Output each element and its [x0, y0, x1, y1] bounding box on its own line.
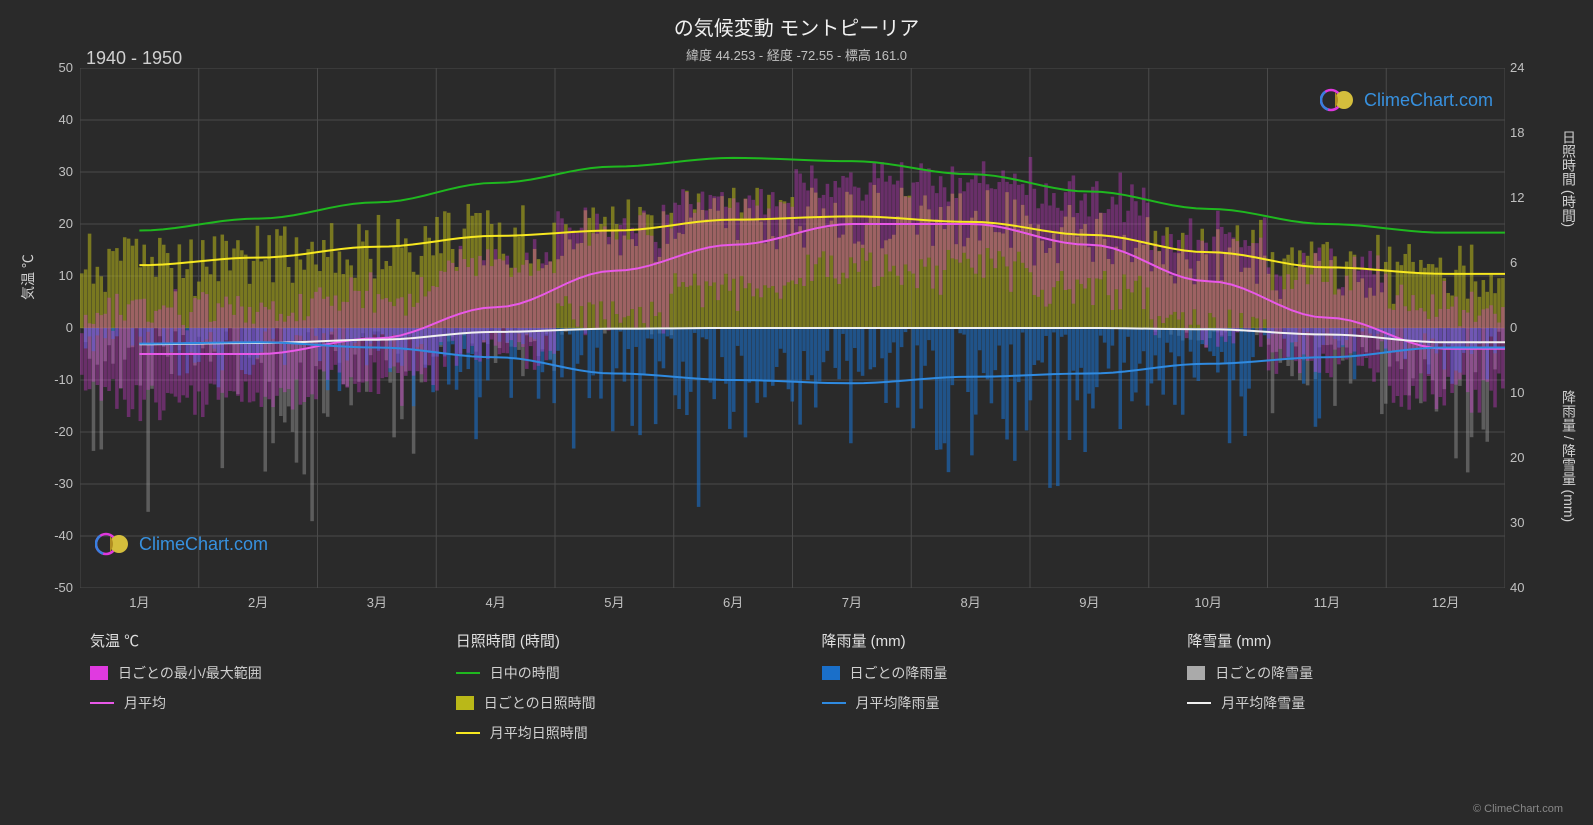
x-tick: 6月 — [723, 592, 743, 611]
watermark-bottom: ClimeChart.com — [95, 530, 268, 558]
x-tick: 8月 — [961, 592, 981, 611]
y-tick-left: -20 — [33, 424, 73, 439]
legend-column: 降雪量 (mm) 日ごとの降雪量月平均降雪量 — [1187, 630, 1533, 753]
legend-swatch — [456, 696, 474, 710]
plot-svg — [80, 68, 1505, 588]
x-tick: 1月 — [129, 592, 149, 611]
legend-item: 日中の時間 — [456, 663, 802, 683]
y-tick-right: 40 — [1510, 580, 1550, 595]
legend-item: 日ごとの降雨量 — [822, 663, 1168, 683]
y-tick-left: 0 — [33, 320, 73, 335]
x-tick: 7月 — [842, 592, 862, 611]
x-tick: 10月 — [1194, 592, 1221, 611]
y-axis-right-bottom-label: 降雨量 / 降雪量 (mm) — [1559, 390, 1579, 522]
period-label: 1940 - 1950 — [86, 48, 182, 69]
y-axis-right-top-label: 日照時間 (時間) — [1559, 130, 1579, 227]
legend-swatch — [1187, 666, 1205, 680]
legend-item: 月平均降雪量 — [1187, 693, 1533, 713]
legend-header: 日照時間 (時間) — [456, 630, 802, 651]
legend-item: 月平均日照時間 — [456, 723, 802, 743]
y-tick-right: 6 — [1510, 255, 1550, 270]
y-tick-left: 10 — [33, 268, 73, 283]
y-tick-right: 18 — [1510, 125, 1550, 140]
chart-title: の気候変動 モントピーリア — [0, 0, 1593, 41]
y-tick-left: 20 — [33, 216, 73, 231]
legend-column: 降雨量 (mm) 日ごとの降雨量月平均降雨量 — [822, 630, 1168, 753]
logo-icon — [1320, 86, 1356, 114]
y-tick-left: 30 — [33, 164, 73, 179]
legend-swatch — [90, 666, 108, 680]
y-tick-left: -40 — [33, 528, 73, 543]
chart-subtitle: 緯度 44.253 - 経度 -72.55 - 標高 161.0 — [0, 41, 1593, 64]
watermark-text: ClimeChart.com — [139, 534, 268, 555]
x-tick: 12月 — [1432, 592, 1459, 611]
y-tick-right: 10 — [1510, 385, 1550, 400]
legend-swatch — [456, 732, 480, 734]
legend-header: 降雪量 (mm) — [1187, 630, 1533, 651]
legend-column: 気温 ℃ 日ごとの最小/最大範囲月平均 — [90, 630, 436, 753]
legend-label: 日ごとの最小/最大範囲 — [118, 663, 262, 683]
y-tick-left: -30 — [33, 476, 73, 491]
y-tick-left: 50 — [33, 60, 73, 75]
legend-swatch — [1187, 702, 1211, 704]
legend-label: 日ごとの日照時間 — [484, 693, 596, 713]
x-tick: 4月 — [486, 592, 506, 611]
y-tick-left: -10 — [33, 372, 73, 387]
x-tick: 2月 — [248, 592, 268, 611]
x-tick: 9月 — [1079, 592, 1099, 611]
x-tick: 5月 — [604, 592, 624, 611]
legend-header: 気温 ℃ — [90, 630, 436, 651]
copyright: © ClimeChart.com — [1473, 803, 1563, 815]
logo-icon — [95, 530, 131, 558]
legend-column: 日照時間 (時間) 日中の時間日ごとの日照時間月平均日照時間 — [456, 630, 802, 753]
y-tick-left: 40 — [33, 112, 73, 127]
legend-label: 日中の時間 — [490, 663, 560, 683]
legend-label: 月平均日照時間 — [490, 723, 588, 743]
y-tick-left: -50 — [33, 580, 73, 595]
legend-swatch — [456, 672, 480, 674]
y-tick-right: 24 — [1510, 60, 1550, 75]
watermark-text: ClimeChart.com — [1364, 90, 1493, 111]
legend-header: 降雨量 (mm) — [822, 630, 1168, 651]
legend-item: 日ごとの日照時間 — [456, 693, 802, 713]
legend-label: 日ごとの降雨量 — [850, 663, 948, 683]
legend-item: 日ごとの降雪量 — [1187, 663, 1533, 683]
x-tick: 11月 — [1314, 592, 1341, 611]
climate-chart: の気候変動 モントピーリア 緯度 44.253 - 経度 -72.55 - 標高… — [0, 0, 1593, 825]
legend-label: 月平均降雨量 — [856, 693, 940, 713]
y-tick-right: 20 — [1510, 450, 1550, 465]
legend-label: 月平均降雪量 — [1221, 693, 1305, 713]
legend: 気温 ℃ 日ごとの最小/最大範囲月平均 日照時間 (時間) 日中の時間日ごとの日照時間… — [90, 630, 1533, 753]
x-tick: 3月 — [367, 592, 387, 611]
y-tick-right: 0 — [1510, 320, 1550, 335]
legend-item: 月平均 — [90, 693, 436, 713]
legend-label: 月平均 — [124, 693, 166, 713]
y-tick-right: 30 — [1510, 515, 1550, 530]
watermark-top: ClimeChart.com — [1320, 86, 1493, 114]
legend-swatch — [822, 666, 840, 680]
plot-area — [80, 68, 1505, 588]
legend-label: 日ごとの降雪量 — [1215, 663, 1313, 683]
legend-item: 日ごとの最小/最大範囲 — [90, 663, 436, 683]
legend-item: 月平均降雨量 — [822, 693, 1168, 713]
legend-swatch — [90, 702, 114, 704]
legend-swatch — [822, 702, 846, 704]
y-tick-right: 12 — [1510, 190, 1550, 205]
